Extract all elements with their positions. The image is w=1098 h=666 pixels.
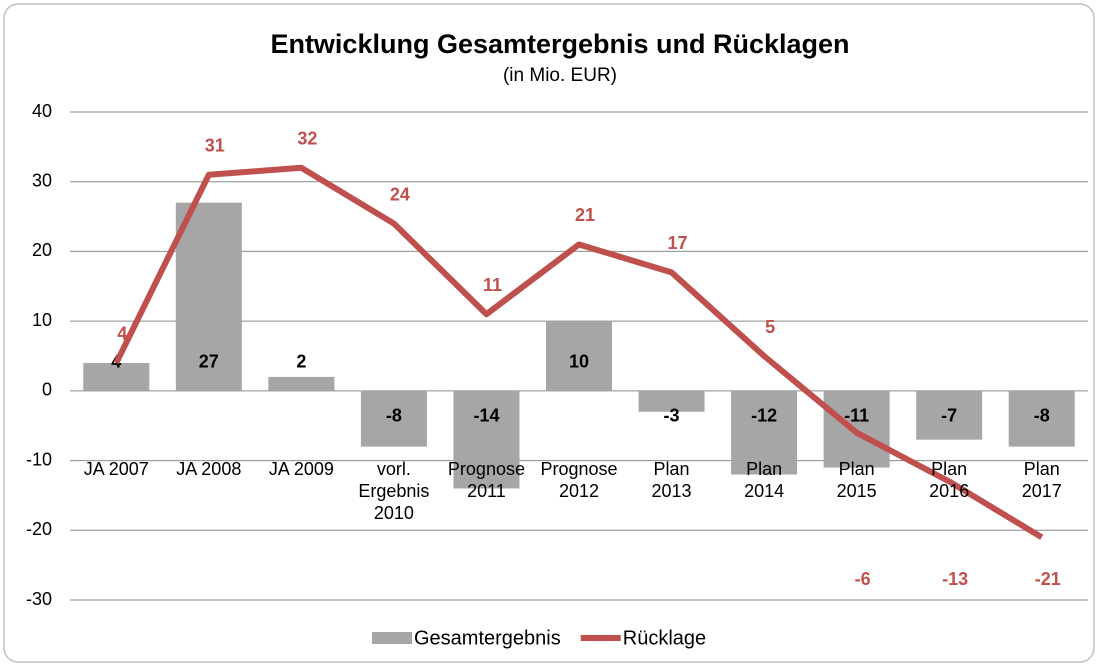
x-tick-label: Prognose bbox=[448, 459, 525, 479]
x-tick-label: 2016 bbox=[929, 481, 969, 501]
y-tick-label: 30 bbox=[32, 170, 52, 190]
y-tick-label: 0 bbox=[42, 380, 52, 400]
x-tick-label: 2011 bbox=[467, 481, 506, 501]
x-tick-label: Plan bbox=[746, 459, 782, 479]
x-tick-label: Plan bbox=[839, 459, 875, 479]
bar bbox=[175, 202, 242, 391]
y-tick-label: 10 bbox=[32, 310, 52, 330]
x-tick-label: vorl. bbox=[377, 459, 411, 479]
chart-subtitle: (in Mio. EUR) bbox=[503, 65, 617, 86]
bar-value-label: -14 bbox=[473, 406, 499, 426]
x-tick-label: JA 2007 bbox=[84, 459, 149, 479]
y-tick-label: 20 bbox=[32, 240, 52, 260]
line-value-label: -13 bbox=[942, 569, 968, 589]
line bbox=[113, 164, 1044, 540]
legend-label: Gesamtergebnis bbox=[414, 627, 561, 649]
bar bbox=[638, 390, 705, 412]
y-tick-label: -30 bbox=[26, 589, 52, 609]
line-value-label: 32 bbox=[297, 129, 317, 149]
bar bbox=[268, 376, 335, 391]
line-value-label: 4 bbox=[117, 324, 127, 344]
line-value-label: 5 bbox=[765, 317, 775, 337]
line-value-label: -6 bbox=[855, 569, 871, 589]
x-tick-label: Prognose bbox=[540, 459, 617, 479]
bar-value-label: -3 bbox=[664, 406, 680, 426]
x-tick-label: JA 2009 bbox=[269, 459, 334, 479]
bar bbox=[83, 362, 150, 391]
x-tick-label: 2013 bbox=[652, 481, 692, 501]
legend-swatch bbox=[372, 632, 412, 644]
bar bbox=[916, 390, 983, 440]
y-tick-label: -20 bbox=[26, 519, 52, 539]
x-tick-label: 2015 bbox=[837, 481, 877, 501]
y-tick-label: -10 bbox=[26, 449, 52, 469]
bar-value-label: -8 bbox=[1034, 406, 1050, 426]
line-value-label: 11 bbox=[483, 275, 502, 295]
legend-label: Rücklage bbox=[623, 627, 706, 649]
bar-value-label: -8 bbox=[386, 406, 402, 426]
bar-value-label: 27 bbox=[199, 352, 219, 372]
bar bbox=[546, 321, 612, 391]
x-tick-label: 2017 bbox=[1022, 481, 1062, 501]
line-value-label: 21 bbox=[575, 205, 595, 225]
y-tick-label: 40 bbox=[32, 101, 52, 121]
bar bbox=[731, 390, 798, 475]
bar bbox=[453, 390, 520, 489]
x-tick-label: Plan bbox=[1024, 459, 1060, 479]
x-tick-label: JA 2008 bbox=[176, 459, 241, 479]
bar bbox=[1008, 390, 1075, 447]
line-value-label: -21 bbox=[1035, 569, 1061, 589]
x-tick-label: Ergebnis bbox=[358, 481, 429, 501]
bar-value-label: -12 bbox=[751, 406, 777, 426]
x-tick-label: Plan bbox=[654, 459, 690, 479]
x-tick-label: 2014 bbox=[744, 481, 784, 501]
line-value-label: 17 bbox=[668, 233, 688, 253]
bar-value-label: -11 bbox=[844, 406, 869, 426]
x-tick-label: 2010 bbox=[374, 503, 414, 523]
x-tick-label: 2012 bbox=[559, 481, 599, 501]
bar-value-label: 2 bbox=[296, 352, 306, 372]
x-tick-label: Plan bbox=[931, 459, 967, 479]
bar bbox=[360, 390, 427, 447]
bar-value-label: 10 bbox=[569, 352, 589, 372]
line-value-label: 24 bbox=[390, 184, 410, 204]
bar-value-label: -7 bbox=[941, 406, 957, 426]
chart-title: Entwicklung Gesamtergebnis und Rücklagen bbox=[270, 29, 849, 59]
line-value-label: 31 bbox=[205, 135, 225, 155]
